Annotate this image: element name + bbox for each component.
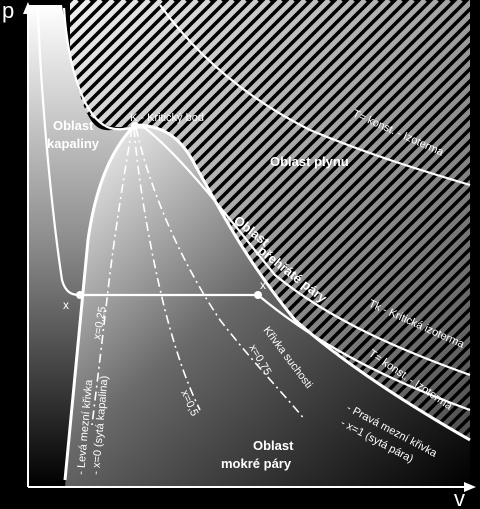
right-limit-curve <box>134 123 471 442</box>
y-axis-arrow <box>23 2 33 14</box>
isotherm-top <box>159 4 471 187</box>
x-axis-arrow <box>464 482 476 492</box>
x075-line <box>135 127 306 421</box>
x025-label: x=0,25 <box>91 306 109 341</box>
wet-steam-label-1: Oblast <box>253 438 294 453</box>
y-axis-label: p <box>2 0 14 23</box>
liquid-region-label-1: Oblast <box>53 118 94 133</box>
wet-steam-label-2: mokré páry <box>221 456 292 471</box>
x025-line <box>91 127 133 426</box>
left-limit-curve <box>63 123 137 481</box>
liquid-region <box>28 5 135 487</box>
critical-point <box>131 122 139 130</box>
x05-line <box>133 127 201 411</box>
wet-steam-region <box>65 125 470 487</box>
liquid-region-label-2: kapaliny <box>47 136 100 151</box>
gas-region-label: Oblast plynu <box>270 154 349 169</box>
point-x-left <box>76 291 84 299</box>
x-axis-label: v <box>454 486 465 509</box>
point-x-left-label: x <box>63 298 69 312</box>
point-x-right-label: x <box>260 278 266 292</box>
point-x-right <box>254 291 262 299</box>
critical-isotherm <box>62 7 471 377</box>
critical-point-label: K - Kritický bod <box>130 112 204 124</box>
isotherm-low <box>36 7 471 412</box>
